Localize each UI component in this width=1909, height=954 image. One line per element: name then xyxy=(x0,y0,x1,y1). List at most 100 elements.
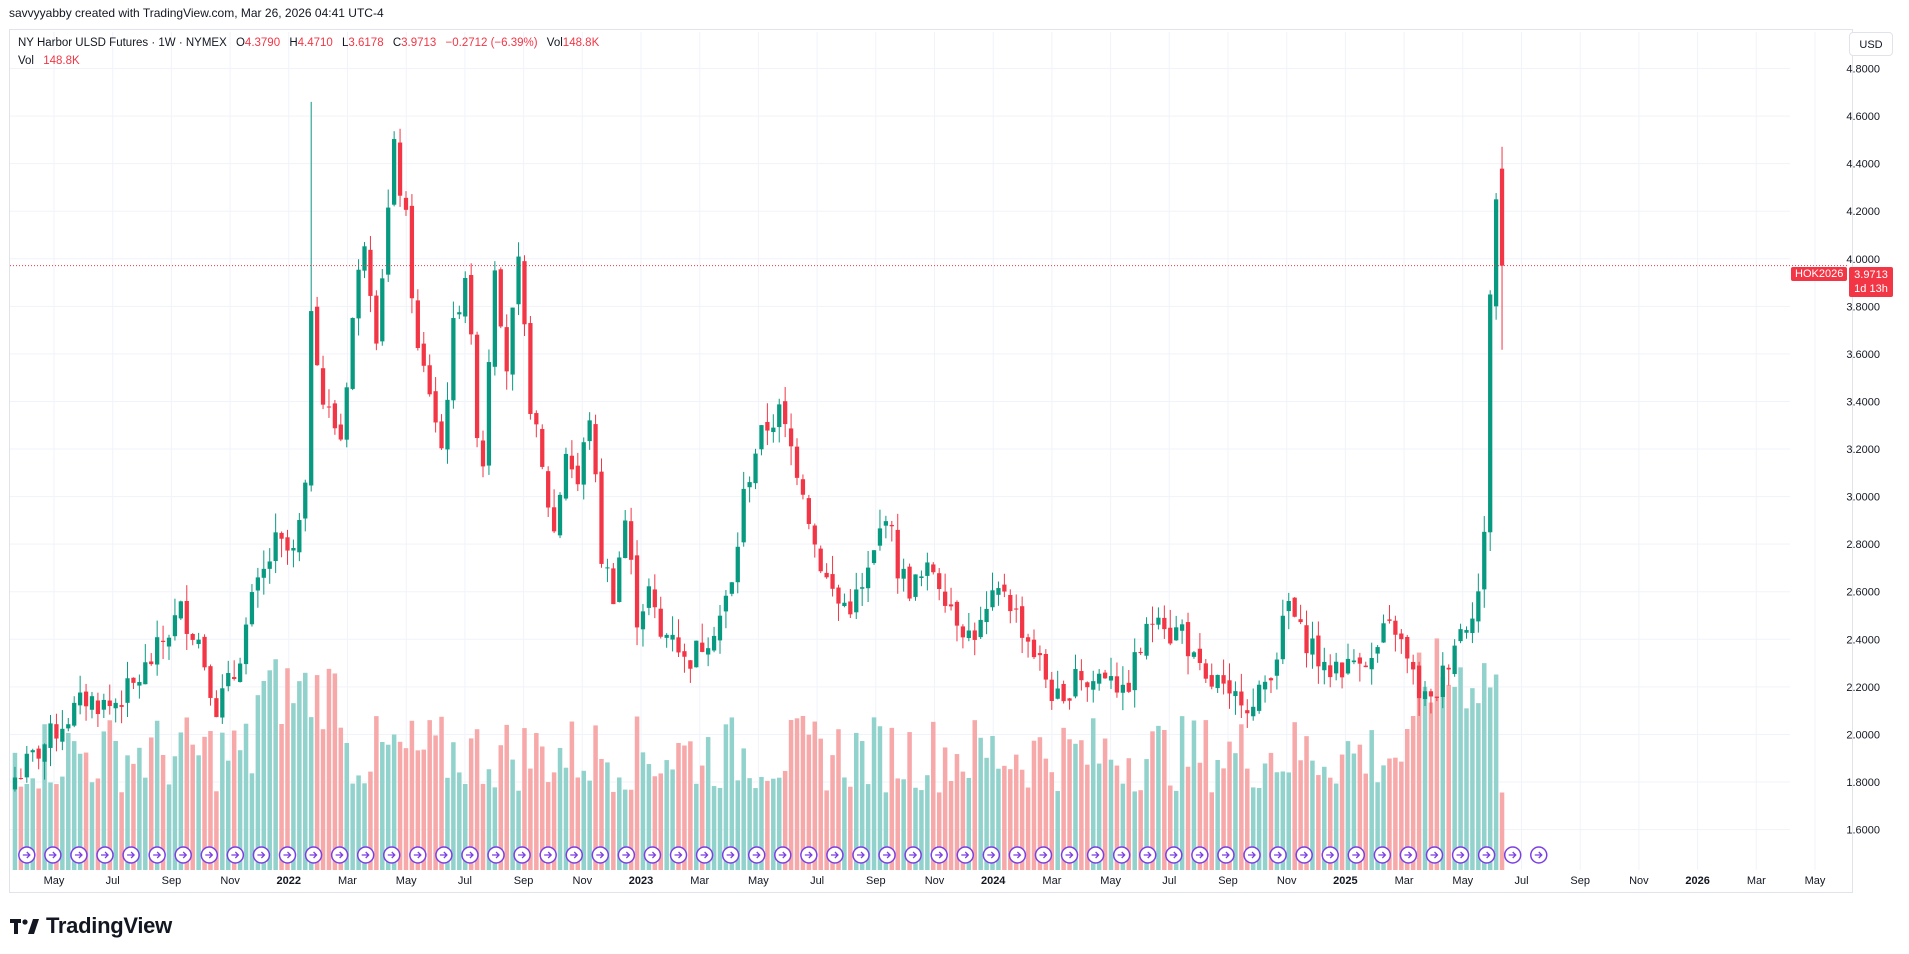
candle-body xyxy=(830,574,835,589)
volume-bar xyxy=(184,717,190,870)
volume-bar xyxy=(1351,753,1357,870)
volume-bar xyxy=(24,784,30,870)
event-marker-arrow xyxy=(1039,851,1048,859)
event-marker-arrow xyxy=(413,851,422,859)
candle-body xyxy=(498,269,503,327)
volume-bar xyxy=(279,724,284,870)
volume-bar xyxy=(403,748,409,870)
event-marker-arrow xyxy=(752,851,761,859)
candle-body xyxy=(759,425,764,450)
currency-button[interactable]: USD xyxy=(1849,32,1893,56)
candle-body xyxy=(101,699,106,710)
candle-body xyxy=(1156,617,1161,625)
symbol-title: NY Harbor ULSD Futures · 1W · NYMEX xyxy=(18,37,227,49)
volume-bar xyxy=(48,782,53,870)
volume-bar xyxy=(303,672,308,870)
chart-frame[interactable] xyxy=(9,29,1853,893)
candle-body xyxy=(1055,688,1060,699)
event-marker-icon xyxy=(200,846,219,864)
volume-bars xyxy=(12,638,1505,870)
volume-bar xyxy=(824,790,829,870)
volume-bar xyxy=(1197,762,1203,870)
volume-bar xyxy=(243,723,249,870)
volume-bar xyxy=(125,755,130,870)
candle-body xyxy=(1025,637,1031,642)
candle-body xyxy=(877,528,883,546)
candle-body xyxy=(860,587,865,589)
event-marker-arrow xyxy=(1352,851,1361,859)
event-marker-arrow xyxy=(1091,851,1100,859)
volume-bar xyxy=(747,778,752,870)
volume-bar xyxy=(948,781,954,870)
event-marker-icon xyxy=(1034,846,1053,864)
candle-body xyxy=(1493,199,1499,307)
volume-bar xyxy=(818,738,823,870)
volume-bar xyxy=(291,703,296,870)
candle-body xyxy=(1014,608,1019,610)
volume-bar xyxy=(723,724,729,870)
candle-body xyxy=(1185,622,1191,657)
candle-body xyxy=(1452,645,1457,675)
volume-bar xyxy=(1369,730,1374,870)
candle-body xyxy=(415,300,420,348)
volume-bar xyxy=(759,776,764,870)
event-marker-arrow xyxy=(257,851,266,859)
candle-body xyxy=(901,568,906,579)
volume-bar xyxy=(936,792,942,870)
candle-body xyxy=(883,521,889,526)
candle-body xyxy=(1168,627,1173,644)
event-marker-icon xyxy=(982,846,1001,864)
volume-bar xyxy=(1404,729,1410,870)
candle-body xyxy=(1446,667,1451,670)
price-tick-label: 2.8000 xyxy=(1846,539,1880,551)
candle-body xyxy=(427,365,432,395)
candle-body xyxy=(392,139,397,205)
volume-bar xyxy=(1079,740,1084,870)
volume-bar xyxy=(925,775,930,870)
volume-bar xyxy=(362,783,367,870)
candle-body xyxy=(421,343,426,366)
event-marker-arrow xyxy=(570,851,579,859)
event-marker-icon xyxy=(695,846,714,864)
candle-body xyxy=(463,278,468,317)
price-tick-label: 4.0000 xyxy=(1846,254,1880,266)
candle-body xyxy=(895,529,900,579)
volume-bar xyxy=(1043,758,1049,870)
event-marker-arrow xyxy=(700,851,709,859)
volume-bar xyxy=(131,763,136,870)
candle-body xyxy=(1179,624,1185,631)
candle-body xyxy=(1345,658,1351,674)
volume-bar xyxy=(794,718,800,870)
candle-body xyxy=(48,723,53,748)
event-marker-icon xyxy=(1477,846,1496,864)
volume-bar xyxy=(332,673,338,870)
candle-body xyxy=(1221,675,1226,684)
tradingview-logo[interactable]: TradingView xyxy=(10,912,172,940)
volume-bar xyxy=(634,716,640,870)
candle-body xyxy=(172,615,178,637)
candle-body xyxy=(1428,691,1434,697)
volume-bar xyxy=(545,782,551,870)
event-marker-icon xyxy=(435,846,453,864)
event-marker-icon xyxy=(774,846,792,864)
candle-body xyxy=(516,256,521,305)
volume-bar xyxy=(415,750,421,870)
candle-body xyxy=(800,479,806,495)
candle-body xyxy=(403,197,409,210)
volume-bar xyxy=(1138,790,1143,870)
volume-bar xyxy=(433,735,438,870)
price-tick-label: 1.6000 xyxy=(1846,825,1880,837)
candle-body xyxy=(1476,591,1481,622)
candle-body xyxy=(871,550,877,564)
candle-body xyxy=(557,494,563,536)
volume-bar xyxy=(557,747,563,870)
candle-body xyxy=(788,428,794,447)
volume-bar xyxy=(178,732,184,870)
ohlc-legend: NY Harbor ULSD Futures · 1W · NYMEX O4.3… xyxy=(18,34,599,70)
volume-bar xyxy=(1073,743,1078,870)
event-marker-icon xyxy=(539,846,557,864)
volume-bar xyxy=(261,680,267,870)
volume-value: 148.8K xyxy=(562,37,600,49)
price-tick-label: 1.8000 xyxy=(1846,777,1880,789)
